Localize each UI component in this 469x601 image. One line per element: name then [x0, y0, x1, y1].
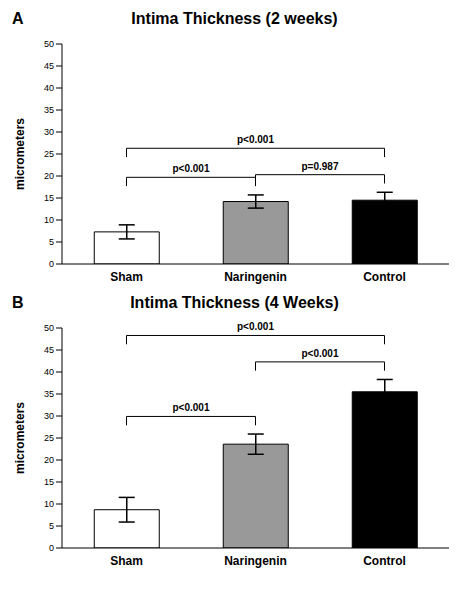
html-text:Intima Thickness (2 weeks): Intima Thickness (2 weeks) — [131, 10, 338, 27]
svg-text:5: 5 — [49, 521, 54, 531]
svg-text:50: 50 — [44, 323, 54, 333]
svg-text:micrometers: micrometers — [13, 402, 27, 474]
svg-text:Naringenin: Naringenin — [224, 270, 287, 284]
svg-text:25: 25 — [44, 433, 54, 443]
svg-text:Sham: Sham — [110, 554, 143, 568]
svg-text:Control: Control — [363, 554, 406, 568]
svg-text:40: 40 — [44, 367, 54, 377]
svg-text:p=0.987: p=0.987 — [302, 161, 339, 172]
svg-text:45: 45 — [44, 345, 54, 355]
svg-text:p<0.001: p<0.001 — [173, 163, 210, 174]
svg-text:Control: Control — [363, 270, 406, 284]
svg-text:p<0.001: p<0.001 — [302, 348, 339, 359]
svg-text:micrometers: micrometers — [13, 118, 27, 190]
svg-text:40: 40 — [44, 83, 54, 93]
svg-text:10: 10 — [44, 215, 54, 225]
svg-text:p<0.001: p<0.001 — [237, 321, 274, 332]
svg-text:Naringenin: Naringenin — [224, 554, 287, 568]
svg-text:35: 35 — [44, 389, 54, 399]
svg-text:30: 30 — [44, 127, 54, 137]
svg-text:Sham: Sham — [110, 270, 143, 284]
svg-text:15: 15 — [44, 477, 54, 487]
svg-text:0: 0 — [49, 543, 54, 553]
html-text:Intima Thickness (4 Weeks): Intima Thickness (4 Weeks) — [130, 294, 339, 311]
svg-text:20: 20 — [44, 455, 54, 465]
svg-text:20: 20 — [44, 171, 54, 181]
svg-text:p<0.001: p<0.001 — [237, 134, 274, 145]
svg-text:p<0.001: p<0.001 — [173, 402, 210, 413]
svg-text:30: 30 — [44, 411, 54, 421]
html-text:A: A — [12, 10, 24, 27]
svg-text:5: 5 — [49, 237, 54, 247]
svg-text:0: 0 — [49, 259, 54, 269]
svg-text:15: 15 — [44, 193, 54, 203]
svg-text:50: 50 — [44, 39, 54, 49]
svg-text:45: 45 — [44, 61, 54, 71]
svg-text:35: 35 — [44, 105, 54, 115]
html-text:B: B — [12, 294, 24, 311]
svg-text:10: 10 — [44, 499, 54, 509]
svg-text:25: 25 — [44, 149, 54, 159]
